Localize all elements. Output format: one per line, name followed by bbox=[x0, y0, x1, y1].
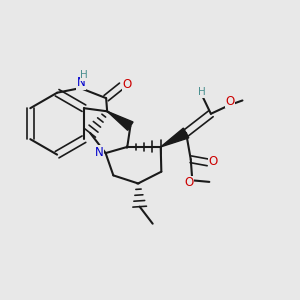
Text: O: O bbox=[208, 155, 218, 168]
Polygon shape bbox=[107, 111, 133, 130]
Text: N: N bbox=[95, 146, 104, 159]
Text: O: O bbox=[184, 176, 193, 189]
Text: O: O bbox=[123, 78, 132, 91]
Polygon shape bbox=[161, 128, 189, 147]
Text: O: O bbox=[225, 95, 235, 108]
Text: H: H bbox=[80, 70, 88, 80]
Text: H: H bbox=[198, 87, 206, 97]
Text: N: N bbox=[76, 76, 85, 89]
